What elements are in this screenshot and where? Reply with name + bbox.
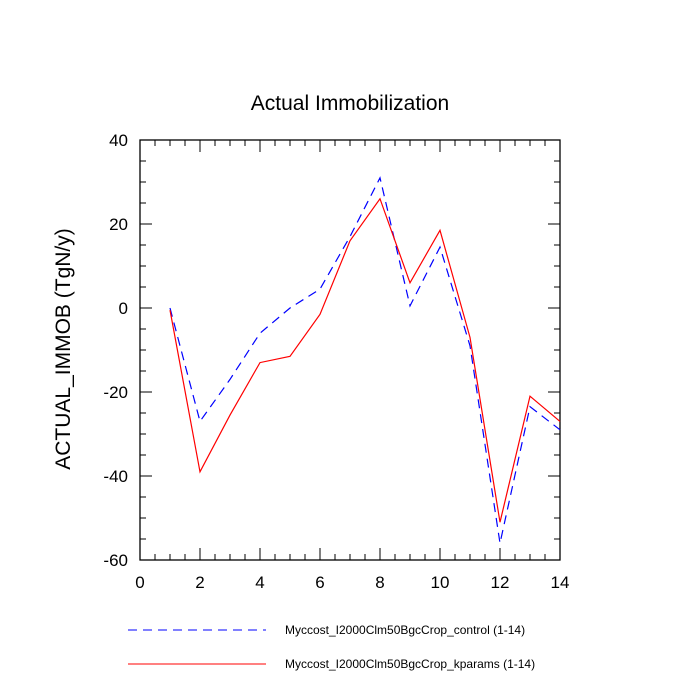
x-tick-label: 14	[551, 573, 570, 592]
legend-label-2: Myccost_I2000Clm50BgcCrop_kparams (1-14)	[285, 657, 535, 671]
x-tick-label: 4	[255, 573, 264, 592]
y-tick-label: 40	[109, 131, 128, 150]
x-tick-label: 12	[491, 573, 510, 592]
axes: 0 2 4 6 8 10 12 14 -60 -40 -20 0 20 40	[103, 131, 569, 592]
y-tick-label: 0	[119, 299, 128, 318]
y-tick-label: -40	[103, 467, 128, 486]
y-tick-label: -60	[103, 551, 128, 570]
x-tick-label: 2	[195, 573, 204, 592]
legend-label-1: Myccost_I2000Clm50BgcCrop_control (1-14)	[285, 623, 525, 637]
y-tick-label: 20	[109, 215, 128, 234]
y-axis-label: ACTUAL_IMMOB (TgN/y)	[52, 228, 75, 470]
x-tick-label: 8	[375, 573, 384, 592]
x-tick-label: 0	[135, 573, 144, 592]
legend: Myccost_I2000Clm50BgcCrop_control (1-14)…	[128, 623, 535, 671]
x-tick-label: 6	[315, 573, 324, 592]
y-tick-label: -20	[103, 383, 128, 402]
series-layer	[169, 176, 561, 544]
chart-title: Actual Immobilization	[251, 92, 449, 115]
series-line-1	[169, 176, 561, 544]
series-line-2	[169, 197, 561, 523]
x-tick-label: 10	[431, 573, 450, 592]
